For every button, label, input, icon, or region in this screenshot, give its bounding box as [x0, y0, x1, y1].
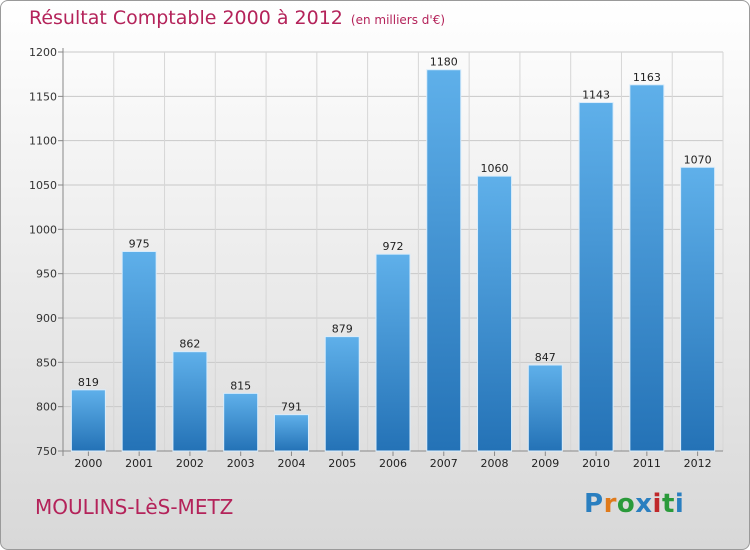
y-tick-label: 1100 [29, 135, 57, 148]
bar [578, 102, 614, 452]
bar [172, 351, 208, 452]
x-tick-label: 2003 [227, 457, 255, 470]
bar-value-label: 1070 [684, 153, 712, 166]
bar-value-label: 791 [281, 401, 302, 414]
logo-letter: P [584, 489, 604, 519]
bar-value-label: 819 [78, 376, 99, 389]
bar-value-label: 972 [383, 240, 404, 253]
bar-value-label: 1060 [481, 162, 509, 175]
chart-unit: (en milliers d'€) [350, 13, 446, 27]
y-tick-label: 1200 [29, 46, 57, 59]
logo-letter: x [635, 489, 653, 519]
bar-value-label: 879 [332, 323, 353, 336]
x-tick-label: 2002 [176, 457, 204, 470]
x-tick-label: 2000 [74, 457, 102, 470]
logo-letter: i [674, 489, 685, 519]
bar [121, 251, 157, 452]
y-tick-label: 1000 [29, 223, 57, 236]
data-labels: 819 2000 975 2001 862 2002 815 2003 791 2004 879 20… [74, 56, 711, 470]
bar-value-label: 1180 [430, 56, 458, 69]
bar [426, 69, 462, 452]
y-tick-label: 750 [36, 445, 57, 458]
y-tick-label: 850 [36, 356, 57, 369]
bar-value-label: 847 [535, 351, 556, 364]
x-tick-label: 2009 [531, 457, 559, 470]
y-tick-label: 900 [36, 312, 57, 325]
x-tick-label: 2007 [430, 457, 458, 470]
logo-letter: i [652, 489, 662, 519]
x-tick-label: 2012 [684, 457, 712, 470]
x-tick-label: 2008 [481, 457, 509, 470]
bar [680, 166, 716, 452]
proxiti-logo: Proxiti [584, 489, 684, 519]
bar-value-label: 1143 [582, 89, 610, 102]
y-tick-label: 950 [36, 268, 57, 281]
bar [324, 336, 360, 452]
x-tick-label: 2011 [633, 457, 661, 470]
bar [70, 389, 106, 452]
bar [223, 392, 259, 452]
bar [273, 414, 309, 452]
bar [375, 253, 411, 452]
bar-value-label: 975 [129, 238, 150, 251]
x-tick-label: 2001 [125, 457, 153, 470]
bar [527, 364, 563, 452]
bar-value-label: 1163 [633, 71, 661, 84]
logo-letter: t [661, 489, 675, 519]
chart-title-text: Résultat Comptable 2000 à 2012 [29, 7, 343, 29]
bar-value-label: 862 [179, 338, 200, 351]
bar [477, 175, 513, 452]
y-tick-label: 1050 [29, 179, 57, 192]
x-tick-label: 2010 [582, 457, 610, 470]
logo-letter: o [616, 489, 636, 519]
logo-letter: r [603, 489, 617, 519]
y-tick-label: 1150 [29, 90, 57, 103]
x-tick-label: 2006 [379, 457, 407, 470]
bar [629, 84, 665, 452]
bars [70, 69, 716, 452]
x-tick-label: 2004 [277, 457, 305, 470]
bar-value-label: 815 [230, 379, 251, 392]
location-label: MOULINS-LèS-METZ [35, 495, 234, 519]
chart-title: Résultat Comptable 2000 à 2012 (en millie… [29, 7, 445, 29]
y-tick-label: 800 [36, 401, 57, 414]
x-tick-label: 2005 [328, 457, 356, 470]
